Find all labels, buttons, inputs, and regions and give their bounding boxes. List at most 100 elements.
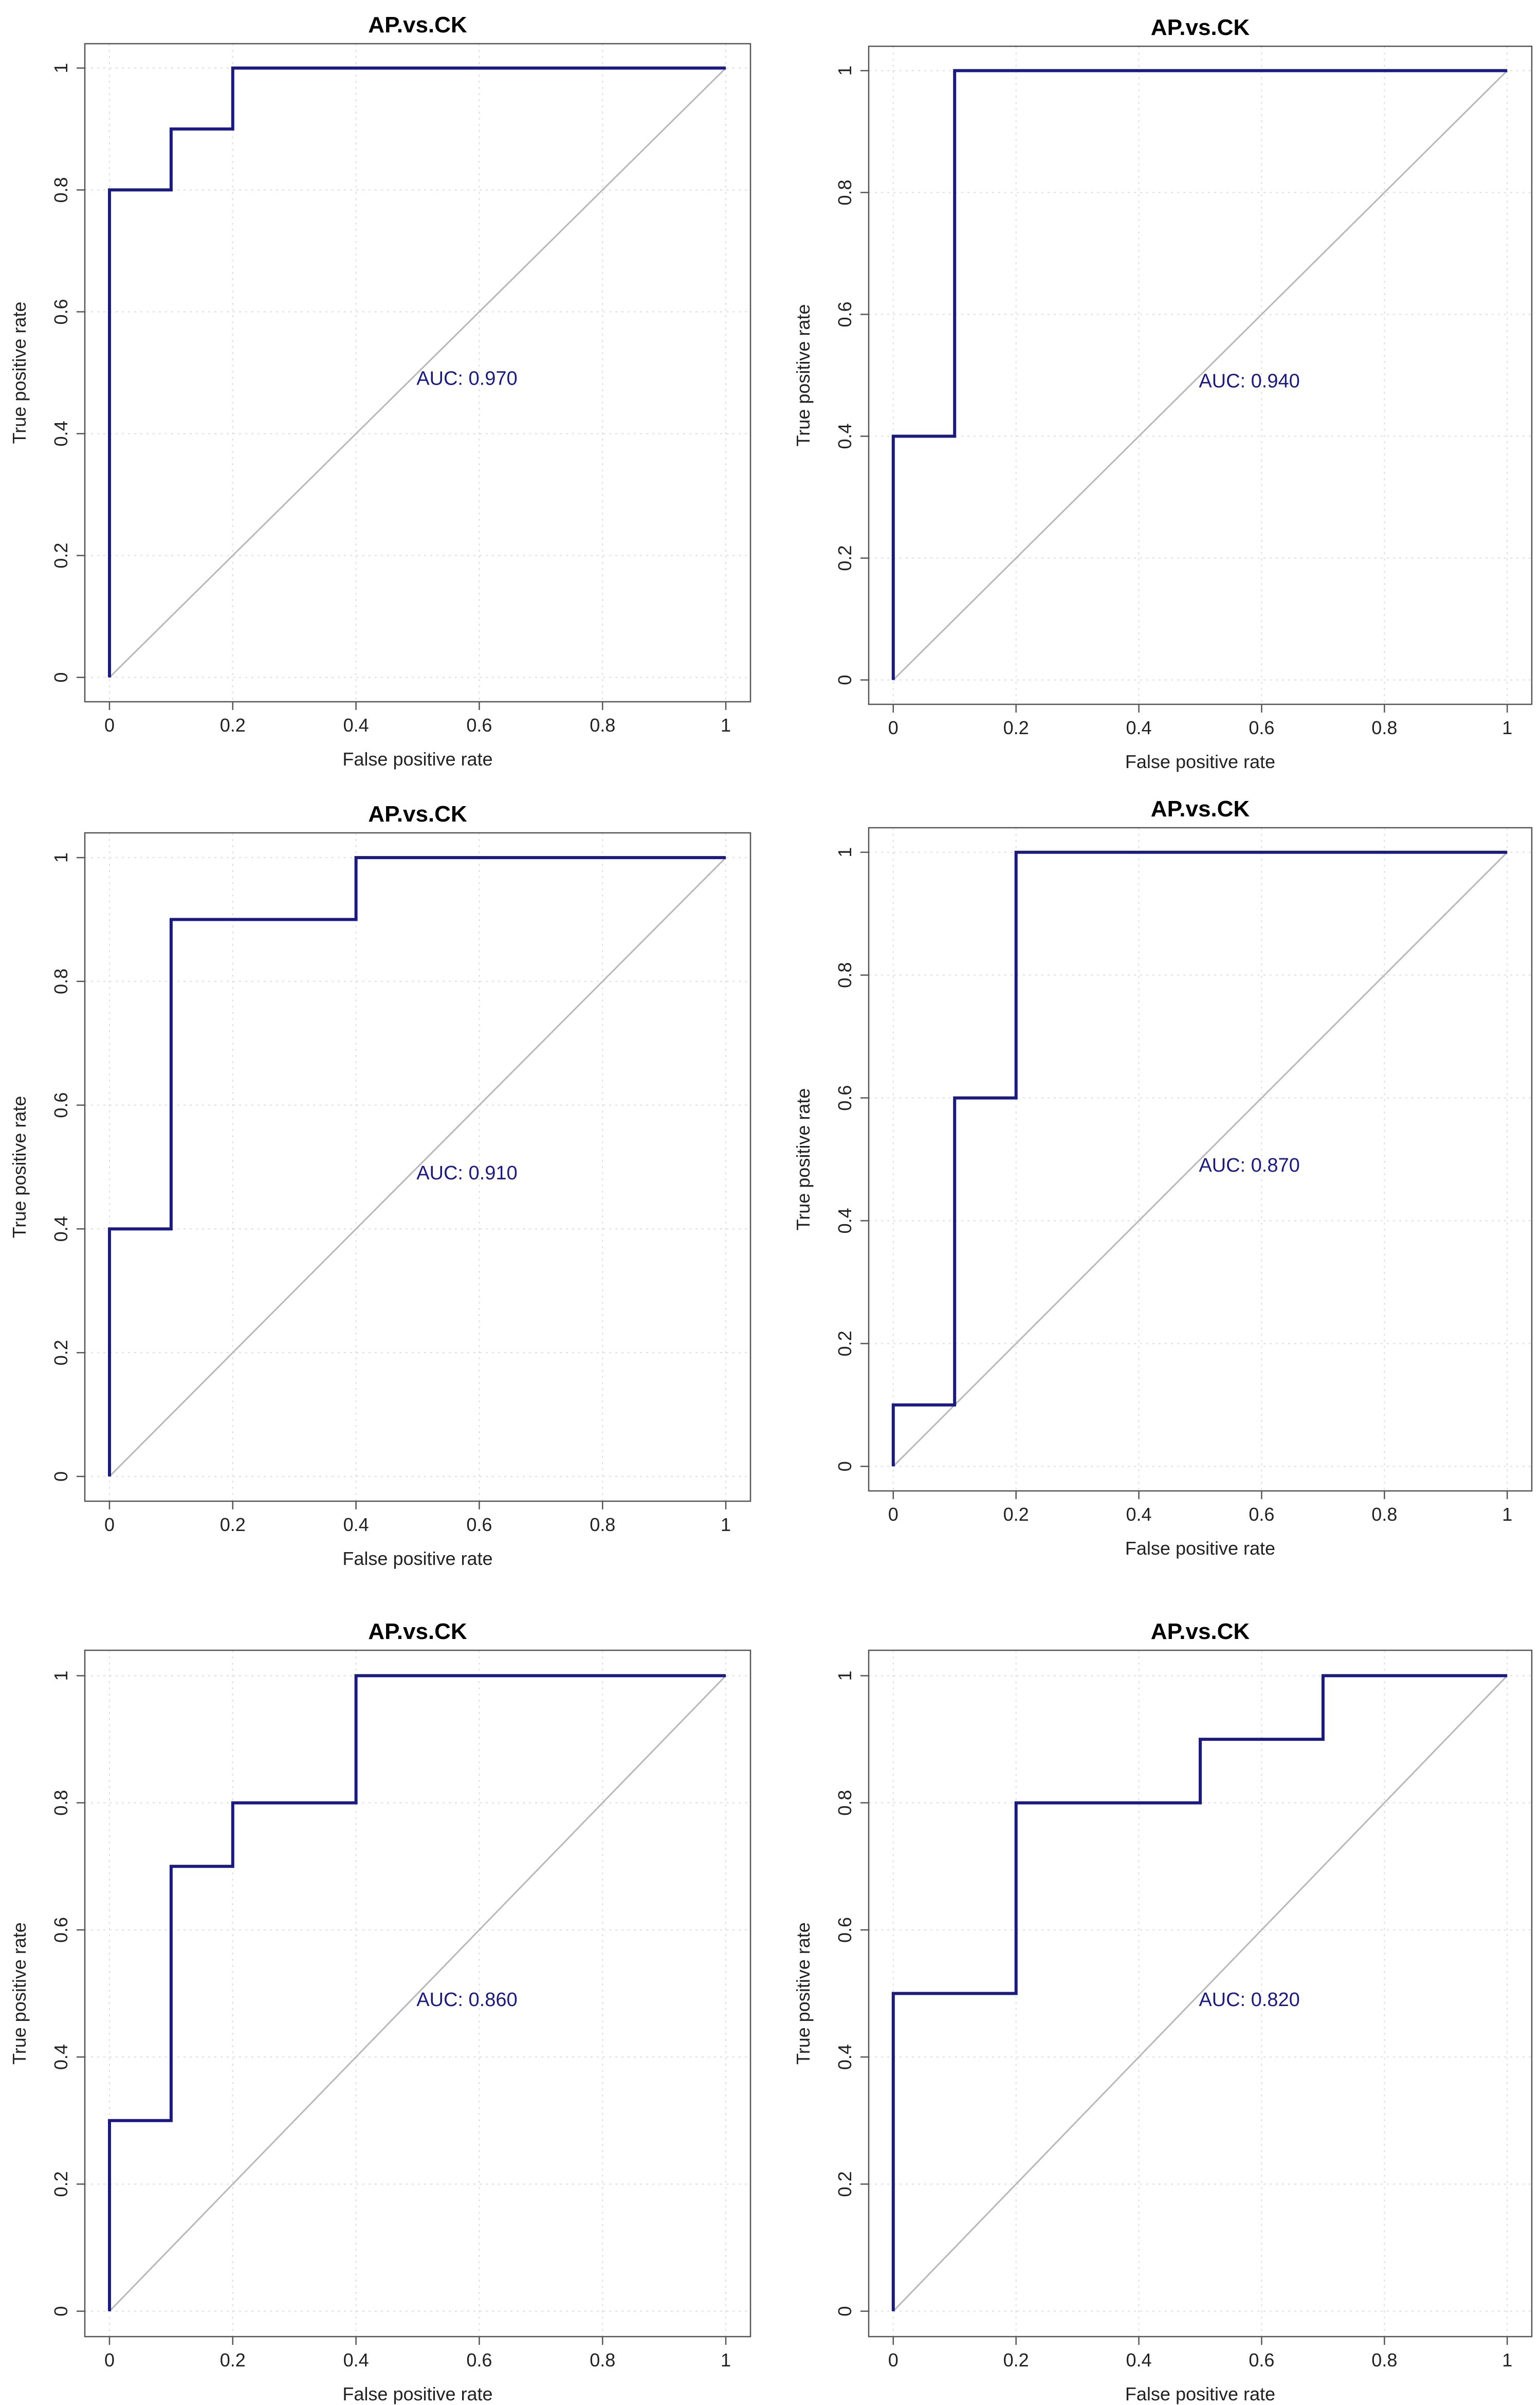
chart-title: AP.vs.CK xyxy=(1151,796,1250,822)
x-tick-label: 0.2 xyxy=(220,1514,246,1535)
diagonal-reference-line xyxy=(108,67,727,678)
diagonal-reference-line xyxy=(892,1675,1508,2312)
y-tick-label: 0.8 xyxy=(50,969,71,994)
diagonal-reference-line xyxy=(892,851,1508,1467)
y-tick-label: 0 xyxy=(50,672,71,683)
roc-panel-5: 0 0.2 0.4 0.6 0.8 1 0 0.2 0.4 0.6 0.8 1 AP.vs.CK Fals… xyxy=(9,1619,751,2404)
y-tick-label: 0 xyxy=(50,1471,71,1482)
x-tick-label: 0.4 xyxy=(1126,717,1152,738)
plot-frame xyxy=(84,1649,751,2338)
x-tick-label: 0.6 xyxy=(1249,717,1274,738)
x-tick-label: 0.6 xyxy=(1249,1504,1274,1525)
x-axis-label: False positive rate xyxy=(342,2383,492,2404)
diagonal-reference-line xyxy=(108,1675,727,2312)
y-tick-label: 1 xyxy=(50,1670,71,1681)
x-tick-label: 0 xyxy=(104,1514,115,1535)
x-tick-label: 0 xyxy=(104,2349,115,2371)
y-tick-label: 1 xyxy=(50,852,71,863)
roc-panel-3: 0 0.2 0.4 0.6 0.8 1 0 0.2 0.4 0.6 0.8 1 AP.vs.CK Fals… xyxy=(9,801,751,1569)
x-tick-label: 0 xyxy=(888,1504,899,1525)
x-tick-label: 0 xyxy=(104,715,115,736)
roc-panel-6: 0 0.2 0.4 0.6 0.8 1 0 0.2 0.4 0.6 0.8 1 AP.vs.CK Fals… xyxy=(793,1619,1533,2404)
y-tick-label: 1 xyxy=(834,1670,855,1681)
y-tick-label: 0.8 xyxy=(834,179,855,205)
y-tick-label: 0 xyxy=(834,1461,855,1471)
y-tick-label: 0.8 xyxy=(50,1790,71,1816)
y-tick-label: 1 xyxy=(834,847,855,858)
plot-frame xyxy=(868,827,1533,1492)
x-tick-label: 0.4 xyxy=(1126,1504,1152,1525)
roc-panel-1: 0 0.2 0.4 0.6 0.8 1 0 0.2 0.4 0.6 0.8 1 AP.vs.CK Fals… xyxy=(9,12,751,770)
x-axis-label: False positive rate xyxy=(1125,2383,1275,2404)
y-tick-label: 0.4 xyxy=(50,2044,71,2070)
y-axis-label: True positive rate xyxy=(793,304,814,447)
x-tick-label: 0.2 xyxy=(220,2349,246,2371)
auc-annotation: AUC: 0.970 xyxy=(416,368,517,390)
y-tick-label: 0.8 xyxy=(834,1790,855,1816)
y-tick-label: 0.6 xyxy=(834,1085,855,1111)
x-axis-label: False positive rate xyxy=(1125,1538,1275,1559)
plot-frame xyxy=(84,43,751,703)
roc-panel-4: 0 0.2 0.4 0.6 0.8 1 0 0.2 0.4 0.6 0.8 1 AP.vs.CK Fals… xyxy=(793,796,1533,1559)
x-tick-label: 0.8 xyxy=(590,2349,615,2371)
y-tick-label: 0.6 xyxy=(50,1092,71,1118)
x-tick-label: 0.4 xyxy=(343,715,369,736)
x-axis-label: False positive rate xyxy=(342,749,492,770)
x-tick-label: 0.2 xyxy=(1003,717,1029,738)
x-tick-label: 1 xyxy=(1502,2349,1512,2371)
roc-curve xyxy=(891,850,1508,1467)
plot-frame xyxy=(868,1649,1533,2338)
x-axis-label: False positive rate xyxy=(342,1548,492,1569)
x-tick-label: 0.6 xyxy=(466,715,492,736)
chart-title: AP.vs.CK xyxy=(368,1619,467,1644)
x-tick-label: 0.8 xyxy=(590,1514,615,1535)
x-tick-label: 0.6 xyxy=(1249,2349,1274,2371)
x-tick-label: 0.4 xyxy=(343,1514,369,1535)
y-tick-label: 0.4 xyxy=(50,421,71,446)
y-tick-label: 0.8 xyxy=(834,962,855,988)
auc-annotation: AUC: 0.870 xyxy=(1199,1155,1299,1176)
roc-curve xyxy=(108,1674,726,2311)
y-axis-label: True positive rate xyxy=(793,1922,814,2065)
roc-curve xyxy=(108,856,726,1477)
plot-frame xyxy=(84,832,751,1502)
y-axis-label: True positive rate xyxy=(9,1922,30,2065)
y-tick-label: 0 xyxy=(834,2306,855,2317)
roc-curve xyxy=(891,69,1508,680)
x-tick-label: 1 xyxy=(1502,1504,1512,1525)
plot-frame xyxy=(868,45,1533,705)
y-tick-label: 0.4 xyxy=(834,423,855,449)
x-tick-label: 0.2 xyxy=(1003,2349,1029,2371)
x-tick-label: 1 xyxy=(1502,717,1512,738)
y-tick-label: 0.4 xyxy=(50,1216,71,1242)
y-tick-label: 0.2 xyxy=(834,1331,855,1356)
y-tick-label: 0 xyxy=(50,2306,71,2317)
x-tick-label: 0.4 xyxy=(1126,2349,1152,2371)
y-tick-label: 0.2 xyxy=(834,2171,855,2197)
y-tick-label: 0.6 xyxy=(50,299,71,324)
roc-curve xyxy=(891,1674,1508,2311)
x-tick-label: 1 xyxy=(721,715,731,736)
diagonal-reference-line xyxy=(108,857,727,1477)
x-tick-label: 1 xyxy=(721,1514,731,1535)
x-tick-label: 0.6 xyxy=(466,2349,492,2371)
y-tick-label: 1 xyxy=(834,65,855,76)
roc-curve xyxy=(108,66,726,678)
x-tick-label: 0.8 xyxy=(1371,2349,1397,2371)
chart-title: AP.vs.CK xyxy=(368,12,467,38)
y-tick-label: 0.4 xyxy=(834,2044,855,2070)
x-tick-label: 0.2 xyxy=(220,715,246,736)
y-axis-label: True positive rate xyxy=(793,1088,814,1231)
y-tick-label: 0.2 xyxy=(50,543,71,569)
chart-title: AP.vs.CK xyxy=(1151,15,1250,40)
chart-title: AP.vs.CK xyxy=(368,801,467,827)
x-tick-label: 0 xyxy=(888,2349,899,2371)
y-tick-label: 0.4 xyxy=(834,1208,855,1233)
auc-annotation: AUC: 0.860 xyxy=(416,1989,517,2011)
y-tick-label: 0.2 xyxy=(50,2171,71,2197)
x-tick-label: 0 xyxy=(888,717,899,738)
auc-annotation: AUC: 0.940 xyxy=(1199,371,1299,392)
x-tick-label: 0.8 xyxy=(590,715,615,736)
y-tick-label: 0.6 xyxy=(834,301,855,327)
chart-title: AP.vs.CK xyxy=(1151,1619,1250,1644)
